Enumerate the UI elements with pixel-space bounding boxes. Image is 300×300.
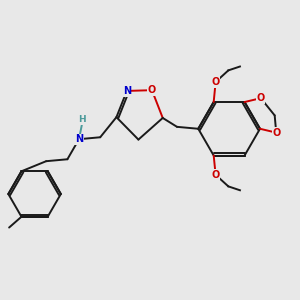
Text: N: N [75, 134, 83, 144]
Text: O: O [212, 170, 220, 180]
Text: H: H [78, 116, 86, 124]
Text: O: O [257, 93, 265, 103]
Text: N: N [123, 86, 131, 96]
Text: O: O [148, 85, 156, 95]
Text: O: O [212, 77, 220, 87]
Text: O: O [272, 128, 280, 138]
